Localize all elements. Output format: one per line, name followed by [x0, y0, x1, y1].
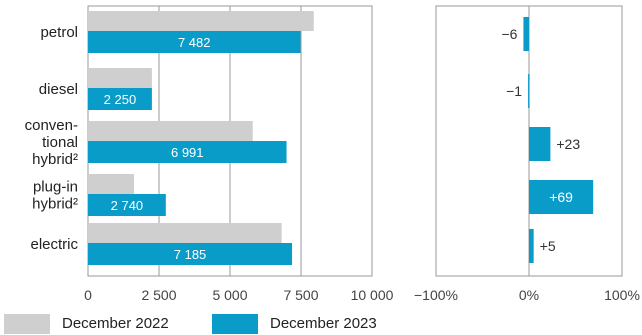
legend-label-2022: December 2022: [62, 315, 169, 332]
bar-2022: [88, 174, 135, 194]
change-bar: [529, 180, 594, 214]
bar-2022: [88, 121, 253, 141]
category-label-line: conven-: [25, 117, 78, 134]
right-x-tick-label: 0%: [519, 287, 539, 303]
left-x-tick-label: 2 500: [141, 287, 176, 303]
change-value-label: +69: [549, 189, 573, 205]
category-label-line: electric: [30, 236, 78, 253]
left-x-tick-label: 7 500: [283, 287, 318, 303]
bar-2022: [88, 223, 282, 243]
category-label-line: hybrid²: [32, 151, 78, 168]
bar-2023-value-label: 2 250: [104, 92, 137, 107]
left-x-tick-label: 10 000: [351, 287, 394, 303]
category-label-line: tional: [42, 134, 78, 151]
category-label-line: diesel: [39, 81, 78, 98]
change-bar: [529, 127, 551, 161]
category-label: petrol: [40, 24, 78, 41]
bar-2023: [88, 88, 152, 110]
bar-2023-value-label: 6 991: [171, 145, 204, 160]
change-value-label: +5: [540, 238, 556, 254]
right-x-tick-label: −100%: [414, 287, 458, 303]
category-label: electric: [30, 236, 78, 253]
category-label: conven-tional hybrid²: [25, 117, 78, 168]
change-bar: [529, 229, 534, 263]
bar-2023-value-label: 7 482: [178, 35, 211, 50]
category-label-line: petrol: [40, 24, 78, 41]
legend-label-2023: December 2023: [270, 315, 377, 332]
right-x-tick-label: 100%: [604, 287, 640, 303]
bar-2022: [88, 11, 314, 31]
change-bar: [528, 74, 530, 108]
left-x-tick-label: 0: [84, 287, 92, 303]
bar-2022: [88, 68, 152, 88]
category-label: diesel: [39, 81, 78, 98]
change-value-label: −1: [506, 83, 522, 99]
change-value-label: +23: [556, 136, 580, 152]
category-label-line: hybrid²: [32, 196, 78, 213]
left-x-tick-label: 5 000: [212, 287, 247, 303]
bar-2023-value-label: 7 185: [174, 247, 207, 262]
change-value-label: −6: [501, 26, 517, 42]
bar-2023: [88, 141, 287, 163]
bar-2023: [88, 243, 293, 265]
category-label-line: plug-in: [33, 179, 78, 196]
bar-2023: [88, 31, 301, 53]
change-bar: [523, 17, 529, 51]
legend-swatch-2023: [212, 314, 258, 334]
bar-2023: [88, 194, 166, 216]
legend-swatch-2022: [4, 314, 50, 334]
bar-2023-value-label: 2 740: [111, 198, 144, 213]
category-label: plug-in hybrid²: [32, 179, 78, 213]
